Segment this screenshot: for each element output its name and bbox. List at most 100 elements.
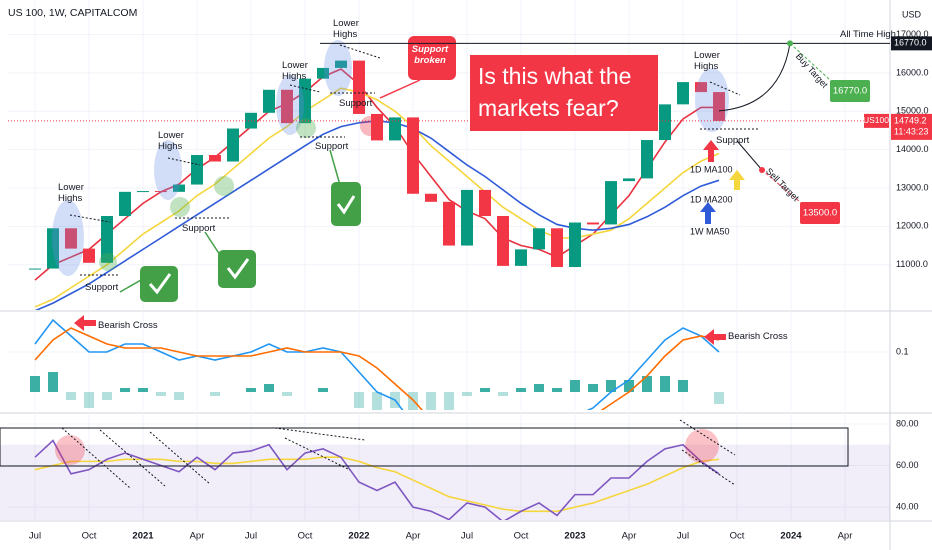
highlight [154, 140, 182, 200]
y-tick-label: 13000.0 [896, 182, 929, 192]
candle [155, 191, 167, 193]
candle [335, 60, 347, 68]
countdown: 11:43:23 [894, 126, 928, 136]
y-tick-label: 15000.0 [896, 106, 929, 116]
x-tick-label: Oct [82, 531, 97, 542]
target-path [736, 140, 763, 171]
target-box [800, 202, 840, 224]
annotation: Lower Highs [282, 60, 308, 82]
ath-axis-label: 16770.0 [894, 38, 927, 48]
y-tick-label: 16000.0 [896, 67, 929, 77]
target-value: 13500.0 [803, 208, 837, 219]
y-tick-label: 40.00 [896, 501, 919, 511]
target-name: Buy Target [794, 51, 830, 90]
histogram-bar [282, 392, 292, 396]
y-tick-label: 17000.0 [896, 29, 929, 39]
histogram-bar [372, 392, 382, 410]
x-tick-label: Apr [622, 531, 637, 542]
candle [659, 104, 671, 141]
check-icon [148, 273, 172, 295]
annotation: Lower Highs [158, 130, 184, 152]
rsi-band [0, 444, 890, 520]
candle [353, 60, 365, 114]
candle [209, 155, 221, 162]
trend-line [679, 419, 736, 456]
range-box [0, 427, 849, 467]
histogram-bar [102, 392, 112, 400]
check-icon [336, 195, 356, 215]
candle [443, 201, 455, 246]
annotation: Lower Highs [694, 50, 720, 72]
histogram-bar [570, 380, 580, 392]
histogram-bar [606, 380, 616, 392]
histogram-bar [84, 392, 94, 408]
annotation-boxed: Support broken [411, 44, 449, 66]
highlight [360, 116, 380, 136]
y-tick-label: 12000.0 [896, 221, 929, 231]
symbol-tag [864, 113, 889, 128]
histogram-bar [246, 388, 256, 392]
y-tick-label: 0.1 [896, 346, 909, 356]
histogram-bar [624, 380, 634, 392]
highlight [170, 197, 190, 217]
symbol-tag-label: US100 [863, 115, 889, 125]
histogram-bar [138, 388, 148, 392]
trend-line [709, 81, 741, 96]
x-tick-label: Jul [461, 531, 473, 542]
x-tick-label: Oct [514, 531, 529, 542]
candle [533, 228, 545, 250]
highlight [695, 68, 729, 132]
series-label: 1W MA50 [690, 226, 730, 236]
support-broken-box [408, 36, 456, 80]
highlight [685, 429, 719, 463]
callout: Is this what the markets fear? [478, 63, 632, 121]
annotation: Support [315, 141, 349, 152]
rsi-panel [0, 439, 890, 520]
histogram-bar [660, 376, 670, 392]
series-line [34, 327, 720, 410]
trend-line [149, 431, 211, 485]
series-line [34, 87, 720, 308]
trend-line [289, 84, 321, 93]
pointer [204, 231, 221, 256]
macd-panel [30, 318, 724, 410]
histogram-bar [534, 384, 544, 392]
candle [695, 82, 707, 93]
candle [497, 216, 509, 266]
candle [677, 82, 689, 105]
candle [137, 191, 149, 193]
trend-line [681, 449, 736, 486]
candle [47, 228, 59, 269]
candle [299, 78, 311, 124]
price-tag [891, 113, 932, 140]
trend-line [167, 157, 201, 166]
histogram-bar [678, 380, 688, 392]
x-tick-label: 2023 [564, 531, 585, 542]
x-tick-label: Apr [190, 531, 205, 542]
candle [191, 155, 203, 185]
pointer [119, 271, 156, 293]
histogram-bar [210, 392, 220, 396]
histogram-bar [498, 392, 508, 396]
check-badge [218, 250, 256, 288]
candle [389, 117, 401, 141]
annotation: Support [85, 282, 119, 293]
histogram-bar [588, 384, 598, 392]
trend-line [284, 437, 351, 471]
annotation: Lower Highs [333, 18, 359, 40]
pointer [329, 149, 341, 186]
annotation: Bearish Cross [728, 331, 788, 342]
histogram-bar [642, 376, 652, 392]
decorations [0, 36, 849, 489]
candle [407, 117, 419, 194]
arrow [700, 202, 716, 224]
currency: USD [902, 9, 922, 19]
candle [281, 89, 293, 124]
candle [461, 189, 473, 246]
candle [551, 228, 563, 268]
trend-line [69, 214, 111, 223]
highlight [296, 118, 316, 138]
candle [587, 222, 599, 225]
candle [29, 268, 41, 270]
